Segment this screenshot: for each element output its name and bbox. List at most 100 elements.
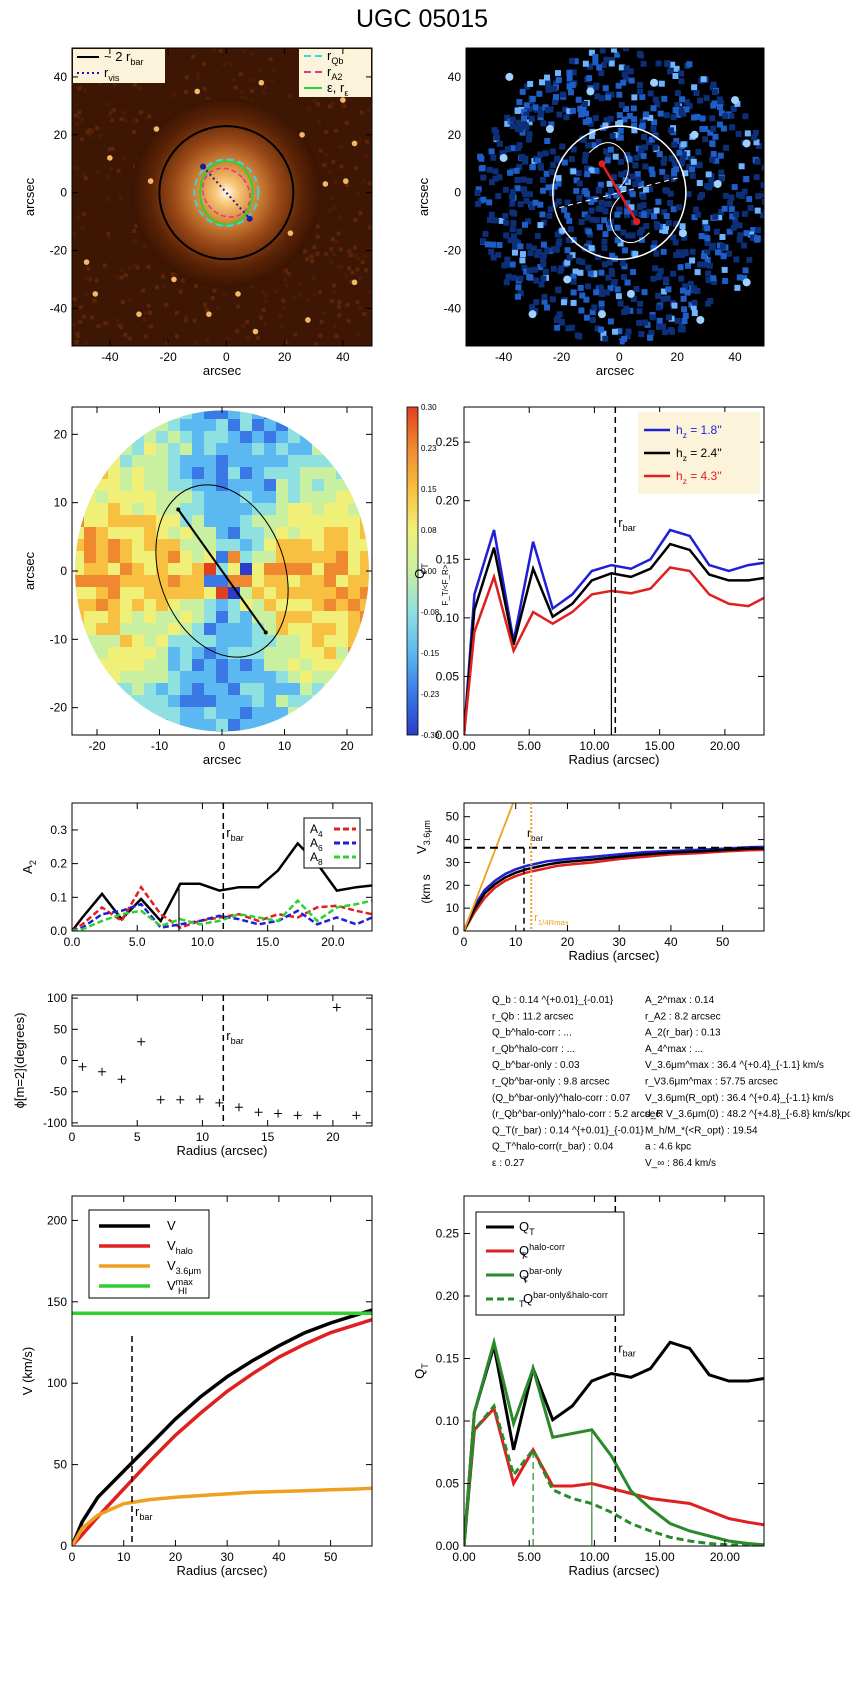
map-cell xyxy=(312,443,324,455)
residual-pixel xyxy=(570,299,577,306)
map-cell xyxy=(96,431,108,443)
rbar-label: rbar xyxy=(527,826,543,843)
residual-pixel xyxy=(629,232,636,239)
map-cell xyxy=(300,731,312,732)
noise-pixel xyxy=(362,312,367,317)
residual-pixel xyxy=(570,69,577,76)
residual-pixel xyxy=(693,90,700,97)
residual-pixel xyxy=(569,107,576,114)
residual-pixel xyxy=(522,158,529,165)
residual-pixel xyxy=(582,151,589,158)
map-cell xyxy=(228,527,240,539)
residual-pixel xyxy=(679,287,686,294)
map-cell xyxy=(264,443,276,455)
residual-pixel xyxy=(638,180,645,187)
residual-pixel xyxy=(526,243,533,250)
map-cell xyxy=(156,491,168,503)
map-cell xyxy=(132,491,144,503)
noise-pixel xyxy=(305,257,310,262)
residual-pixel xyxy=(488,211,495,218)
series-line xyxy=(72,898,372,931)
legend-label: QT xyxy=(519,1219,535,1237)
map-cell xyxy=(132,719,144,731)
map-cell xyxy=(300,431,312,443)
phase-point xyxy=(274,1109,283,1118)
noise-pixel xyxy=(90,315,95,320)
residual-pixel xyxy=(563,114,570,121)
x-tick-label: 5 xyxy=(134,1130,141,1144)
y-tick-label: -20 xyxy=(50,244,68,258)
noise-pixel xyxy=(131,229,136,234)
map-cell xyxy=(168,503,180,515)
residual-pixel xyxy=(643,223,650,230)
inner-slope-line xyxy=(464,803,514,931)
residual-pixel xyxy=(667,68,674,75)
residual-pixel xyxy=(630,296,637,303)
residual-pixel xyxy=(621,116,628,123)
map-cell xyxy=(192,563,204,575)
noise-pixel xyxy=(264,294,269,299)
residual-pixel xyxy=(544,304,551,311)
residual-pixel xyxy=(548,121,555,128)
map-cell xyxy=(156,455,168,467)
map-cell xyxy=(252,539,264,551)
star-spot xyxy=(597,310,606,319)
x-axis-label: Radius (arcsec) xyxy=(176,1563,267,1578)
map-cell xyxy=(276,479,288,491)
map-cell xyxy=(240,575,252,587)
x-tick-label: 0 xyxy=(69,1130,76,1144)
info-right-item: d_R V_3.6μm(0) : 48.2 ^{+4.8}_{-6.8} km/… xyxy=(645,1109,850,1120)
map-cell xyxy=(216,611,228,623)
residual-pixel xyxy=(554,155,561,162)
noise-pixel xyxy=(358,275,363,280)
map-cell xyxy=(324,431,336,443)
noise-pixel xyxy=(293,295,298,300)
noise-pixel xyxy=(338,214,343,219)
ra2-ellipse xyxy=(201,167,251,218)
residual-pixel xyxy=(605,94,612,101)
map-cell xyxy=(228,467,240,479)
residual-pixel xyxy=(717,121,724,128)
residual-pixel xyxy=(549,296,556,303)
residual-pixel xyxy=(621,247,628,254)
residual-pixel xyxy=(620,79,627,86)
residual-pixel xyxy=(658,80,665,87)
noise-pixel xyxy=(284,268,289,273)
residual-pixel xyxy=(742,113,749,120)
plot-frame xyxy=(71,994,373,1127)
residual-pixel xyxy=(704,239,711,246)
residual-pixel xyxy=(707,297,714,304)
star-spot xyxy=(563,275,572,284)
x-tick-label: 15.00 xyxy=(645,739,675,753)
map-cell xyxy=(132,587,144,599)
residual-pixel xyxy=(691,214,698,221)
residual-pixel xyxy=(677,264,684,271)
noise-pixel xyxy=(221,62,226,67)
map-cell xyxy=(324,587,336,599)
star-spot xyxy=(235,291,241,297)
residual-pixel xyxy=(496,174,503,181)
map-cell xyxy=(204,719,216,731)
residual-pixel xyxy=(694,287,701,294)
rbar-label: rbar xyxy=(618,1340,636,1358)
residual-pixel xyxy=(623,169,630,176)
residual-pixel xyxy=(680,295,687,302)
map-cell xyxy=(75,635,84,647)
map-cell xyxy=(75,695,84,707)
map-cell xyxy=(228,563,240,575)
noise-pixel xyxy=(256,335,261,340)
map-cell xyxy=(84,575,96,587)
residual-pixel xyxy=(642,186,649,193)
residual-pixel xyxy=(588,198,595,205)
map-cell xyxy=(144,539,156,551)
residual-pixel xyxy=(599,290,606,297)
residual-pixel xyxy=(691,309,698,316)
noise-pixel xyxy=(72,165,77,170)
residual-pixel xyxy=(514,185,521,192)
map-cell xyxy=(240,503,252,515)
map-cell xyxy=(228,635,240,647)
residual-pixel xyxy=(716,214,723,221)
residual-pixel xyxy=(649,314,656,321)
residual-pixel xyxy=(652,96,659,103)
phase-point xyxy=(332,1003,341,1012)
